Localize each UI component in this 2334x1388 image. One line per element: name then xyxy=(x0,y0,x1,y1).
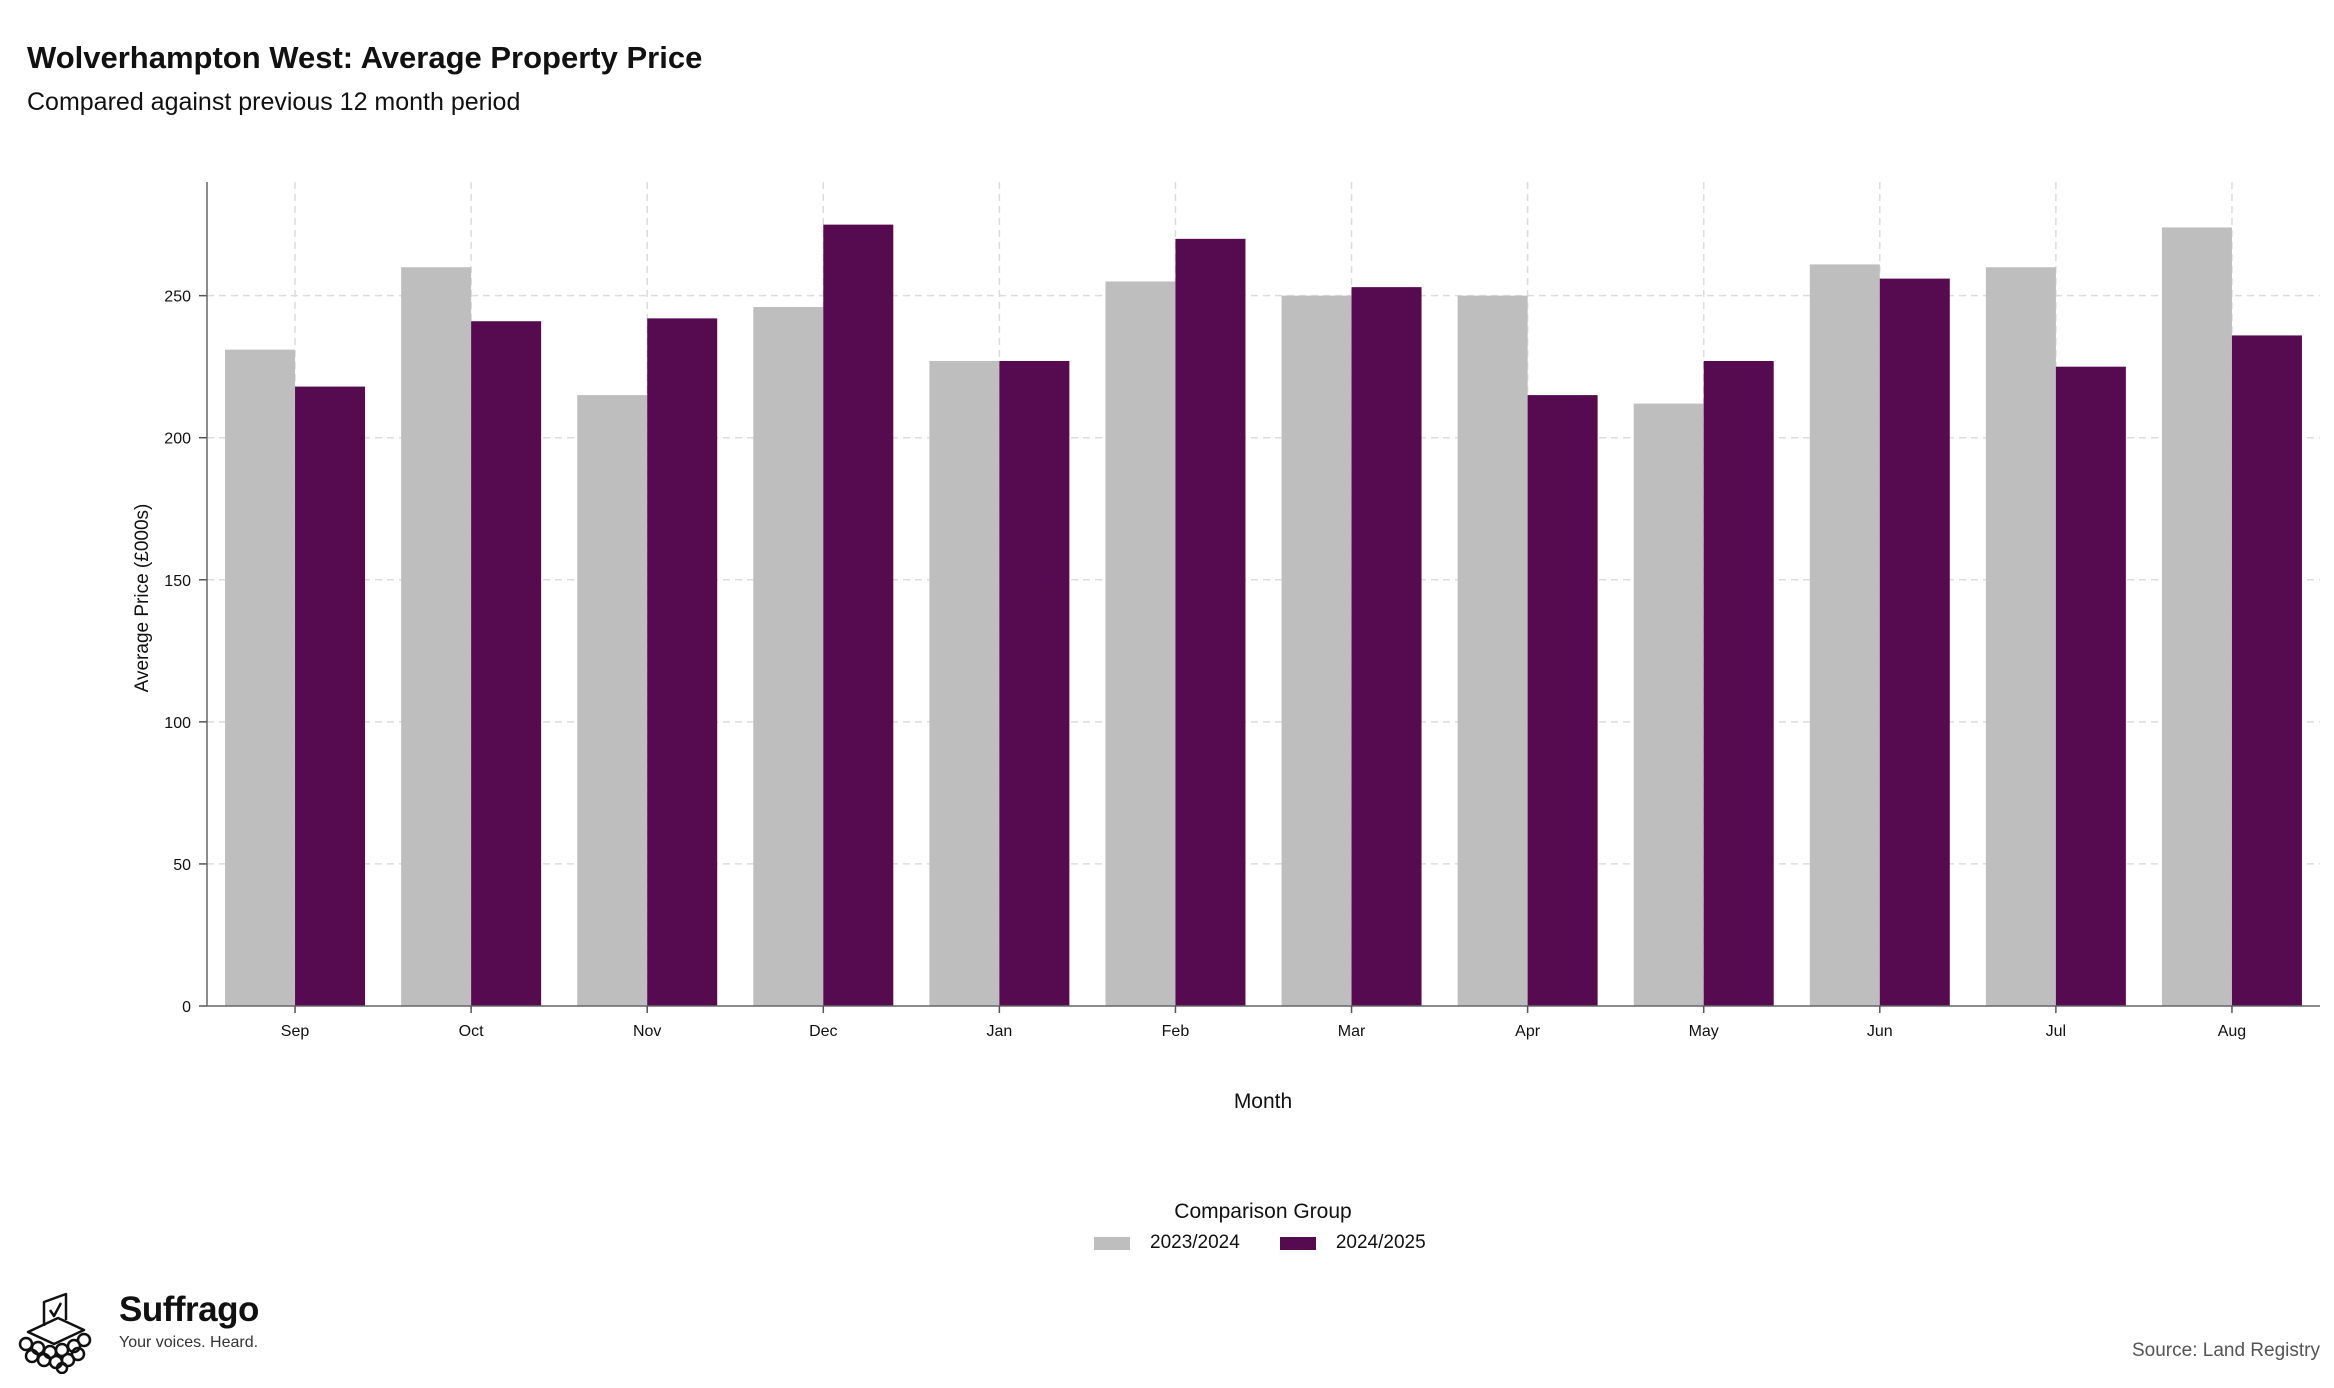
source-note: Source: Land Registry xyxy=(2132,1340,2320,1361)
bar-2023-2024-mar xyxy=(1281,295,1352,1007)
x-tick-label: Jun xyxy=(1867,1023,1893,1040)
bar-2023-2024-apr xyxy=(1457,295,1528,1007)
bar-2023-2024-oct xyxy=(401,267,472,1006)
bar-2024-2025-feb xyxy=(1175,238,1246,1007)
brand-tagline: Your voices. Heard. xyxy=(119,1334,259,1351)
y-tick-label: 250 xyxy=(164,289,191,306)
ballot-box-icon xyxy=(18,1292,92,1374)
bar-2024-2025-jan xyxy=(999,361,1070,1006)
bars xyxy=(225,224,2302,1007)
bar-2024-2025-jun xyxy=(1879,278,1950,1006)
x-tick-label: Sep xyxy=(281,1023,310,1040)
chart-subtitle: Compared against previous 12 month perio… xyxy=(27,88,521,116)
x-tick-label: Aug xyxy=(2218,1023,2246,1040)
bar-2023-2024-jul xyxy=(1985,267,2056,1006)
x-axis-label: Month xyxy=(1234,1090,1292,1113)
x-tick-label: Jan xyxy=(986,1023,1012,1040)
bar-2023-2024-aug xyxy=(2161,227,2232,1007)
bar-2023-2024-jan xyxy=(929,361,1000,1006)
bar-2023-2024-jun xyxy=(1809,264,1880,1006)
bar-2024-2025-dec xyxy=(823,224,894,1006)
x-tick-label: Apr xyxy=(1515,1023,1541,1040)
bar-2023-2024-sep xyxy=(225,349,296,1007)
bar-2024-2025-sep xyxy=(295,386,366,1006)
legend-label: 2023/2024 xyxy=(1150,1232,1240,1253)
bar-2024-2025-may xyxy=(1703,361,1774,1006)
y-tick-label: 0 xyxy=(182,999,191,1016)
x-tick-label: Feb xyxy=(1162,1023,1190,1040)
bar-2024-2025-jul xyxy=(2055,366,2126,1006)
legend-item-2024-2025: 2024/2025 xyxy=(1279,1232,1426,1254)
x-tick-label: Dec xyxy=(809,1023,837,1040)
axes xyxy=(199,182,2320,1013)
y-axis-label: Average Price (£000s) xyxy=(132,504,153,693)
brand-text: Suffrago Your voices. Heard. xyxy=(119,1292,259,1352)
x-tick-label: May xyxy=(1689,1023,1719,1040)
bar-2023-2024-nov xyxy=(577,395,648,1006)
brand-logo: Suffrago Your voices. Heard. xyxy=(14,1292,259,1374)
x-tick-label: Mar xyxy=(1338,1023,1366,1040)
y-tick-label: 100 xyxy=(164,715,191,732)
bar-2024-2025-oct xyxy=(471,321,542,1006)
legend-title: Comparison Group xyxy=(1174,1200,1352,1223)
chart-title: Wolverhampton West: Average Property Pri… xyxy=(27,40,703,75)
y-tick-label: 50 xyxy=(173,857,191,874)
brand-name: Suffrago xyxy=(119,1290,259,1329)
bar-2024-2025-apr xyxy=(1527,395,1598,1006)
bar-2023-2024-dec xyxy=(753,307,824,1006)
tick-labels: 0 50 100 150 200 250 Sep Oct Nov Dec Jan Feb Mar Apr M… xyxy=(164,289,2246,1040)
legend: 2023/2024 2024/2025 xyxy=(1094,1232,1466,1254)
legend-item-2023-2024: 2023/2024 xyxy=(1094,1232,1240,1254)
bar-2024-2025-mar xyxy=(1351,287,1422,1006)
x-tick-label: Nov xyxy=(633,1023,661,1040)
legend-swatch xyxy=(1094,1236,1130,1250)
y-tick-label: 150 xyxy=(164,573,191,590)
bar-2023-2024-feb xyxy=(1105,281,1176,1007)
legend-label: 2024/2025 xyxy=(1335,1232,1426,1253)
x-tick-label: Jul xyxy=(2046,1023,2066,1040)
bar-chart: 0 50 100 150 200 250 Sep Oct Nov Dec Jan Feb Mar Apr M… xyxy=(132,182,2320,1113)
y-tick-label: 200 xyxy=(164,431,191,448)
legend-swatch xyxy=(1279,1236,1316,1250)
bar-2024-2025-nov xyxy=(647,318,718,1006)
bar-2023-2024-may xyxy=(1633,403,1704,1007)
bar-2024-2025-aug xyxy=(2231,335,2302,1007)
x-tick-label: Oct xyxy=(459,1023,484,1040)
